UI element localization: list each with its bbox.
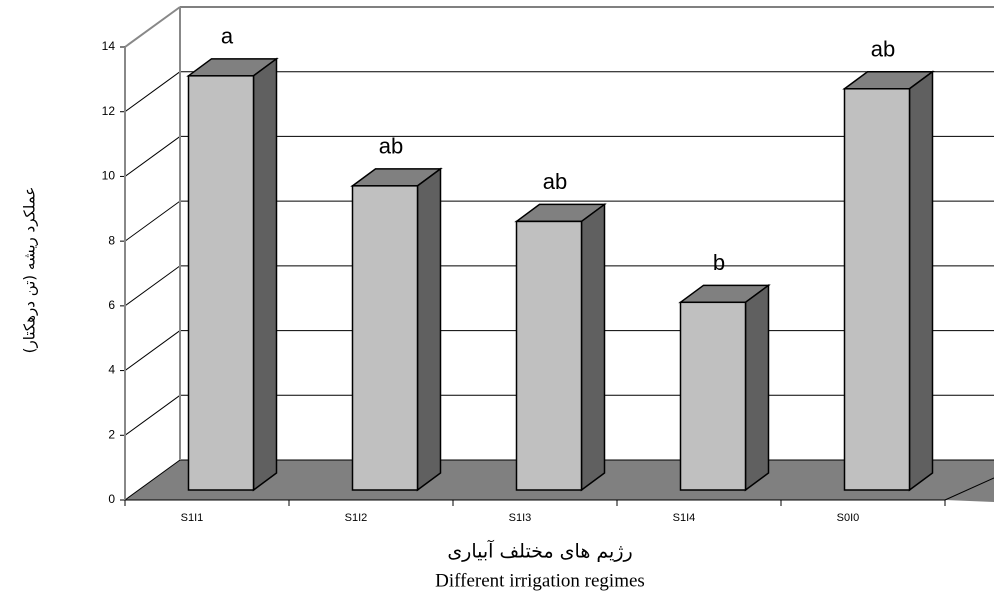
bar [187, 75, 255, 491]
bar-side [744, 283, 770, 492]
x-tick-label: S1I4 [673, 512, 696, 524]
back-wall-top [124, 6, 181, 48]
bar-side [580, 202, 606, 492]
floor-edge [944, 477, 994, 501]
bar [351, 185, 419, 491]
significance-letter: ab [379, 134, 403, 159]
grid-line [124, 136, 181, 177]
grid-line [124, 459, 181, 501]
bar [515, 220, 583, 491]
grid-line [124, 71, 181, 113]
bar-side [416, 167, 442, 492]
x-tick-label: S1I1 [181, 512, 204, 524]
y-tick-label: 10 [102, 169, 116, 183]
y-tick-label: 4 [108, 363, 115, 377]
x-tick-label: S0I0 [837, 512, 860, 524]
bar [843, 88, 911, 491]
y-tick-label: 2 [108, 427, 115, 441]
y-tick-label: 6 [108, 298, 115, 312]
bar [679, 301, 747, 491]
x-axis-label: رژیم های مختلف آبیاری [447, 539, 632, 563]
grid-line [124, 265, 181, 307]
y-axis-label: عملکرد ریشه (تن درهکتار) [21, 187, 39, 354]
y-tick-label: 12 [102, 104, 116, 118]
grid-line [124, 394, 181, 436]
bar-side [252, 57, 278, 492]
y-tick-label: 8 [108, 233, 115, 247]
y-tick-label: 14 [102, 39, 116, 53]
y-tick-label: 0 [108, 492, 115, 506]
grid-line [124, 200, 181, 242]
x-tick-label: S1I3 [509, 512, 532, 524]
bar-side [908, 70, 934, 492]
grid-line [124, 330, 181, 371]
significance-letter: b [713, 250, 725, 275]
significance-letter: a [221, 24, 234, 49]
significance-letter: ab [543, 169, 567, 194]
x-axis-label-en: Different irrigation regimes [435, 570, 645, 591]
x-tick-label: S1I2 [345, 512, 368, 524]
significance-letter: ab [871, 37, 895, 62]
